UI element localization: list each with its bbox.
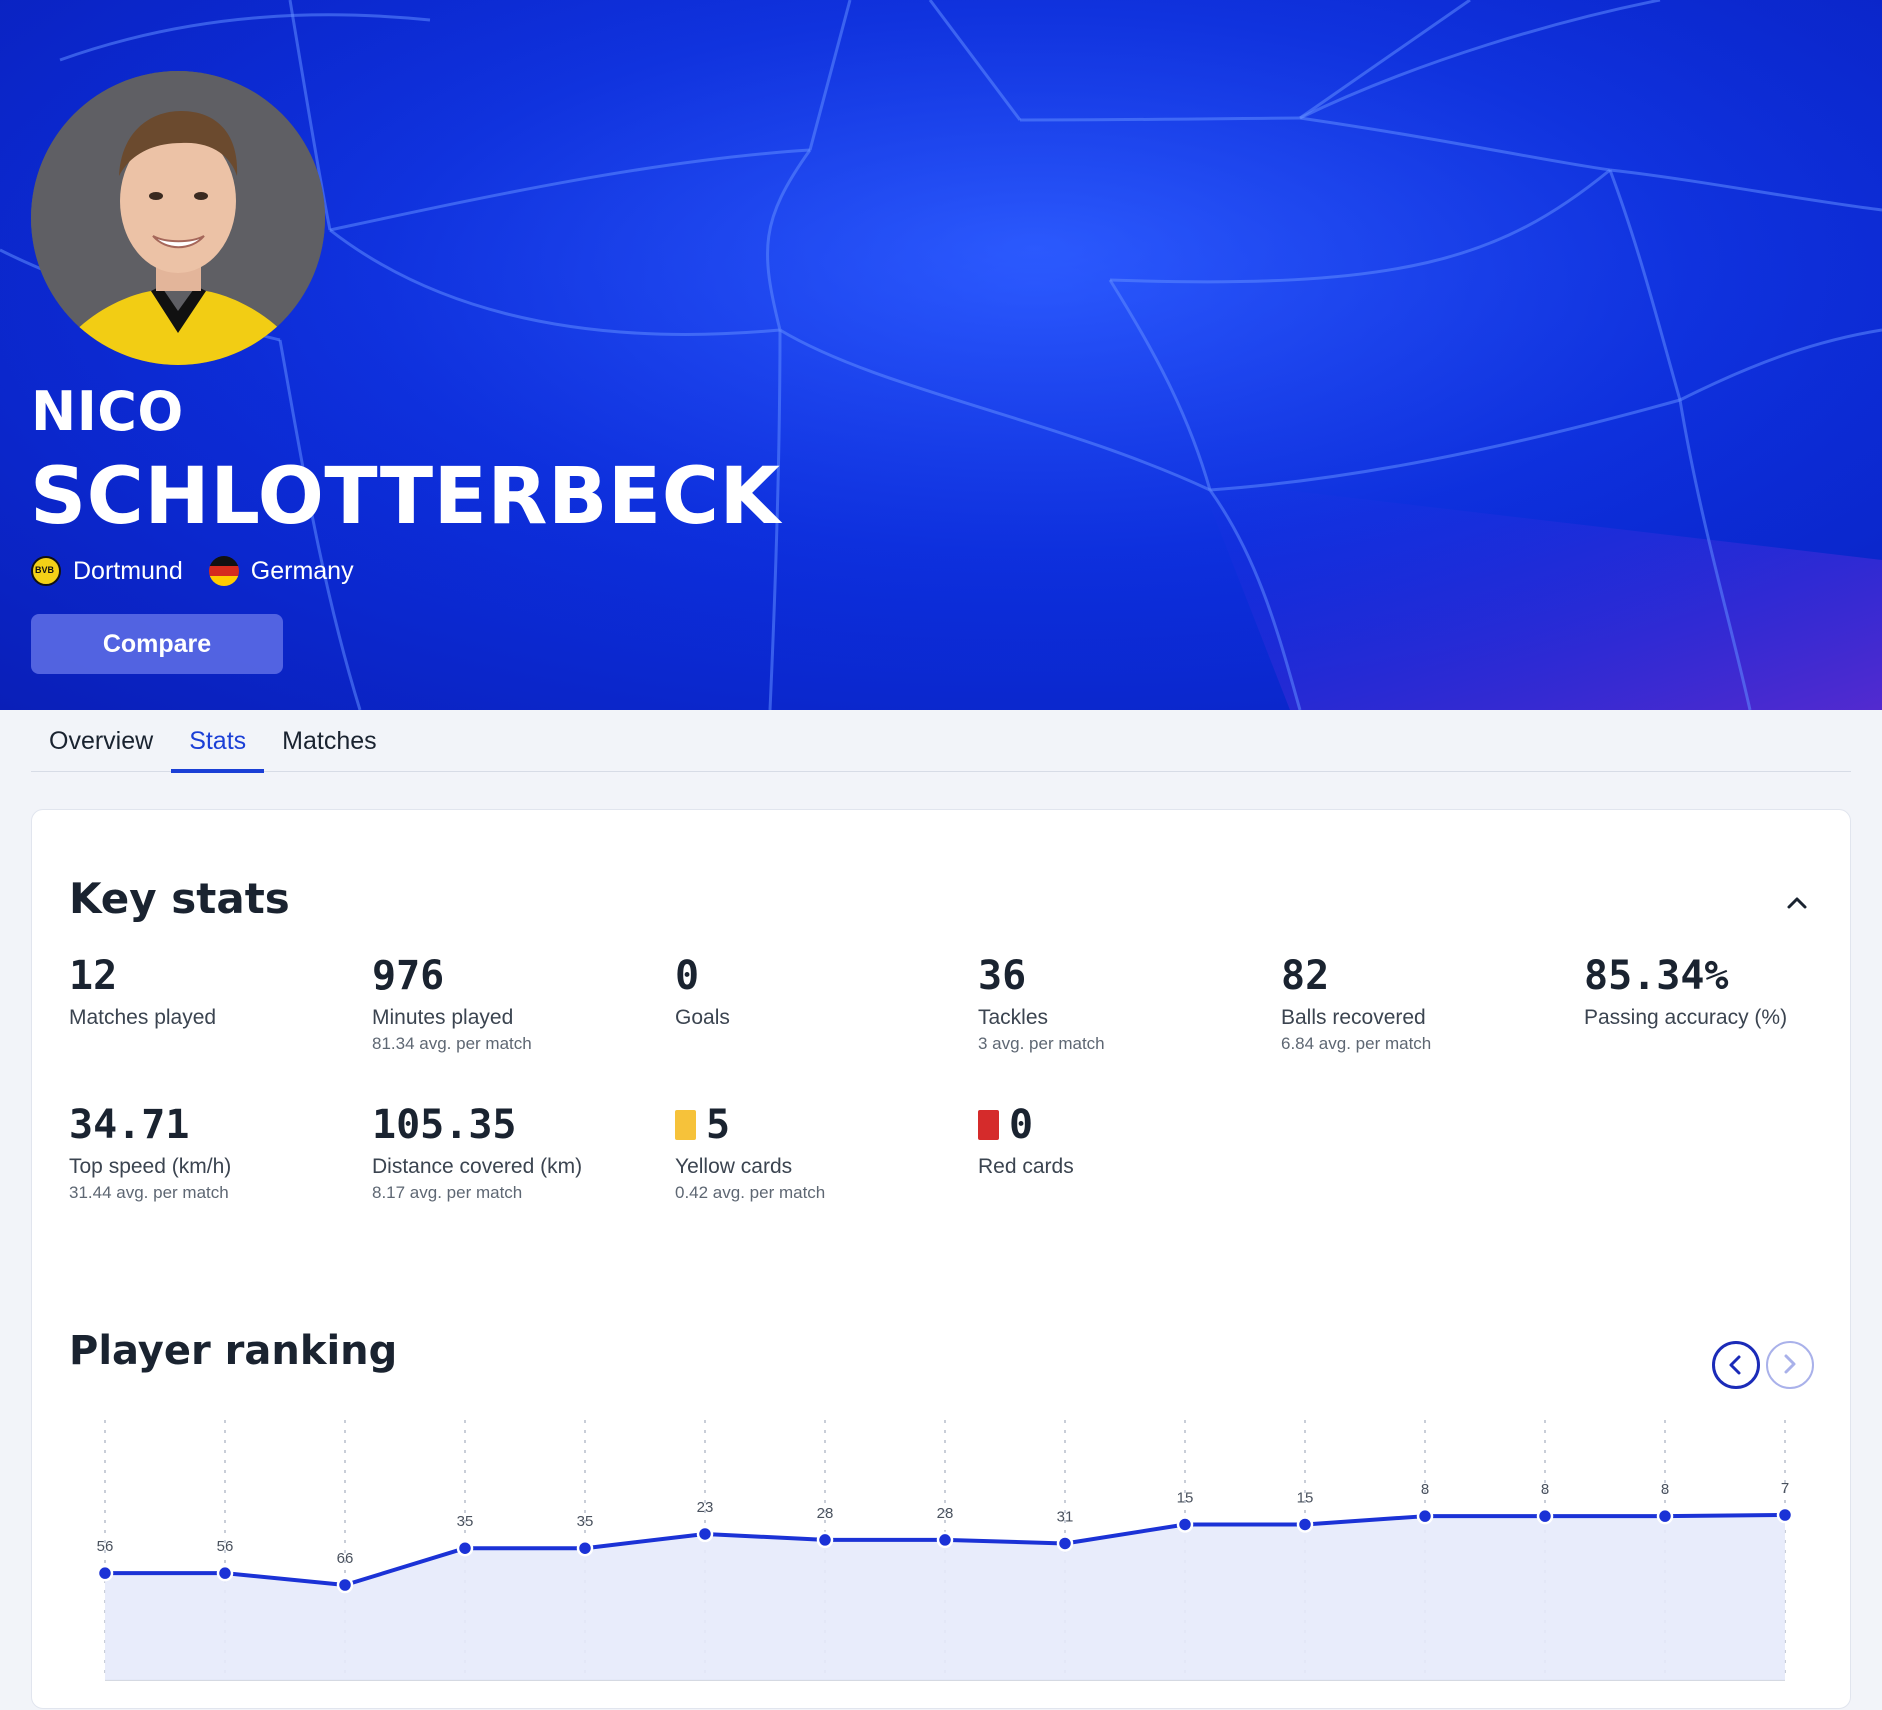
ranking-point-2: [216, 1564, 234, 1582]
stat-sub: 81.34 avg. per match: [372, 1034, 532, 1053]
ranking-label-1: 56: [97, 1538, 114, 1555]
ranking-label-10: 15: [1177, 1489, 1194, 1506]
player-avatar: [31, 71, 325, 365]
stat-label: Minutes played: [372, 1006, 514, 1029]
tab-stats[interactable]: Stats: [171, 710, 265, 773]
ranking-label-8: 28: [937, 1505, 954, 1522]
chevron-up-icon[interactable]: [1782, 888, 1812, 918]
stat-sub: 31.44 avg. per match: [69, 1183, 229, 1202]
stat-value-row: 0: [978, 1101, 1268, 1149]
club-name[interactable]: Dortmund: [73, 556, 183, 585]
stats-card: Key stats 12 Matches played 976 Minutes …: [31, 809, 1851, 1709]
ranking-label-13: 8: [1541, 1481, 1549, 1498]
player-meta: Dortmund Germany: [31, 556, 354, 586]
stat-balls-recovered: 82 Balls recovered 6.84 avg. per match: [1281, 952, 1571, 1054]
chevron-right-icon: [1784, 1354, 1796, 1374]
player-hero: NICO SCHLOTTERBECK Dortmund Germany Comp…: [0, 0, 1882, 710]
stat-label: Balls recovered: [1281, 1006, 1426, 1029]
stat-top-speed: 34.71 Top speed (km/h) 31.44 avg. per ma…: [69, 1101, 359, 1203]
stat-value: 0: [675, 953, 700, 999]
ranking-point-3: [336, 1576, 354, 1594]
stat-yellow-cards: 5 Yellow cards 0.42 avg. per match: [675, 1101, 965, 1203]
ranking-next-button[interactable]: [1766, 1341, 1814, 1389]
stat-label: Distance covered (km): [372, 1155, 583, 1178]
ranking-chart: 56 56 66 35 35 23 28 28 31 15 15 8 8 8 7: [68, 1410, 1828, 1710]
compare-button[interactable]: Compare: [31, 614, 283, 674]
stat-matches-played: 12 Matches played: [69, 952, 359, 1030]
ranking-point-7: [816, 1531, 834, 1549]
stat-label: Passing accuracy (%): [1584, 1006, 1788, 1029]
ranking-label-12: 8: [1421, 1481, 1429, 1498]
chevron-left-icon: [1729, 1355, 1741, 1375]
ranking-point-14: [1656, 1507, 1674, 1525]
stat-goals: 0 Goals: [675, 952, 965, 1030]
stat-value: 34.71: [69, 1102, 190, 1148]
tab-overview[interactable]: Overview: [49, 727, 154, 755]
stat-tackles: 36 Tackles 3 avg. per match: [978, 952, 1268, 1054]
ranking-point-4: [456, 1539, 474, 1557]
stat-label: Matches played: [69, 1006, 217, 1029]
ranking-label-4: 35: [457, 1513, 474, 1530]
ranking-label-5: 35: [577, 1513, 594, 1530]
ranking-point-12: [1416, 1507, 1434, 1525]
ranking-label-11: 15: [1297, 1489, 1314, 1506]
stat-sub: 3 avg. per match: [978, 1034, 1105, 1053]
ranking-point-13: [1536, 1507, 1554, 1525]
stat-passing-accuracy: 85.34% Passing accuracy (%): [1584, 952, 1824, 1030]
stat-value: 36: [978, 953, 1027, 999]
ranking-point-1: [96, 1564, 114, 1582]
stat-distance-covered: 105.35 Distance covered (km) 8.17 avg. p…: [372, 1101, 662, 1203]
ranking-label-6: 23: [697, 1499, 714, 1516]
stat-value: 0: [1009, 1102, 1034, 1148]
ranking-point-10: [1176, 1516, 1194, 1533]
ranking-chart-svg: 56 56 66 35 35 23 28 28 31 15 15 8 8 8 7: [96, 1420, 1794, 1681]
ranking-prev-button[interactable]: [1712, 1341, 1760, 1389]
ranking-point-11: [1296, 1516, 1314, 1533]
red-card-icon: [978, 1110, 999, 1140]
germany-flag-icon: [208, 556, 239, 586]
country-name[interactable]: Germany: [250, 556, 354, 585]
ranking-point-15: [1776, 1506, 1794, 1524]
player-ranking-title: Player ranking: [69, 1328, 398, 1374]
stat-label: Yellow cards: [675, 1155, 793, 1178]
stat-sub: 8.17 avg. per match: [372, 1183, 523, 1202]
stat-red-cards: 0 Red cards: [978, 1101, 1268, 1179]
ranking-label-14: 8: [1661, 1481, 1669, 1498]
ranking-label-3: 66: [337, 1550, 354, 1567]
player-first-name: NICO: [31, 380, 184, 443]
ranking-label-2: 56: [217, 1538, 234, 1555]
stat-label: Goals: [675, 1006, 730, 1029]
ranking-label-7: 28: [817, 1505, 834, 1522]
stat-value: 82: [1281, 953, 1330, 999]
stat-value: 5: [706, 1102, 731, 1148]
ranking-point-5: [576, 1539, 594, 1557]
profile-tabs: Overview Stats Matches: [31, 710, 1851, 773]
ranking-label-15: 7: [1781, 1480, 1789, 1497]
stat-value: 105.35: [372, 1102, 517, 1148]
tab-matches[interactable]: Matches: [282, 727, 377, 755]
ranking-point-9: [1056, 1535, 1074, 1552]
stat-sub: 6.84 avg. per match: [1281, 1034, 1432, 1053]
ranking-point-8: [936, 1531, 954, 1549]
stat-label: Tackles: [978, 1006, 1049, 1029]
ranking-area: [105, 1515, 1785, 1680]
stat-value-row: 5: [675, 1101, 965, 1149]
stat-sub: 0.42 avg. per match: [675, 1183, 826, 1202]
stat-value: 976: [372, 953, 445, 999]
stat-label: Red cards: [978, 1155, 1074, 1178]
key-stats-title: Key stats: [69, 874, 290, 923]
starball-background: [0, 0, 1882, 710]
ranking-label-9: 31: [1057, 1508, 1074, 1525]
player-last-name: SCHLOTTERBECK: [30, 452, 781, 542]
bvb-crest-icon: [31, 556, 61, 586]
ranking-point-6: [696, 1525, 714, 1543]
stat-value: 85.34%: [1584, 953, 1729, 999]
stat-label: Top speed (km/h): [69, 1155, 232, 1178]
yellow-card-icon: [675, 1110, 696, 1140]
stat-minutes-played: 976 Minutes played 81.34 avg. per match: [372, 952, 662, 1054]
stat-value: 12: [69, 953, 118, 999]
